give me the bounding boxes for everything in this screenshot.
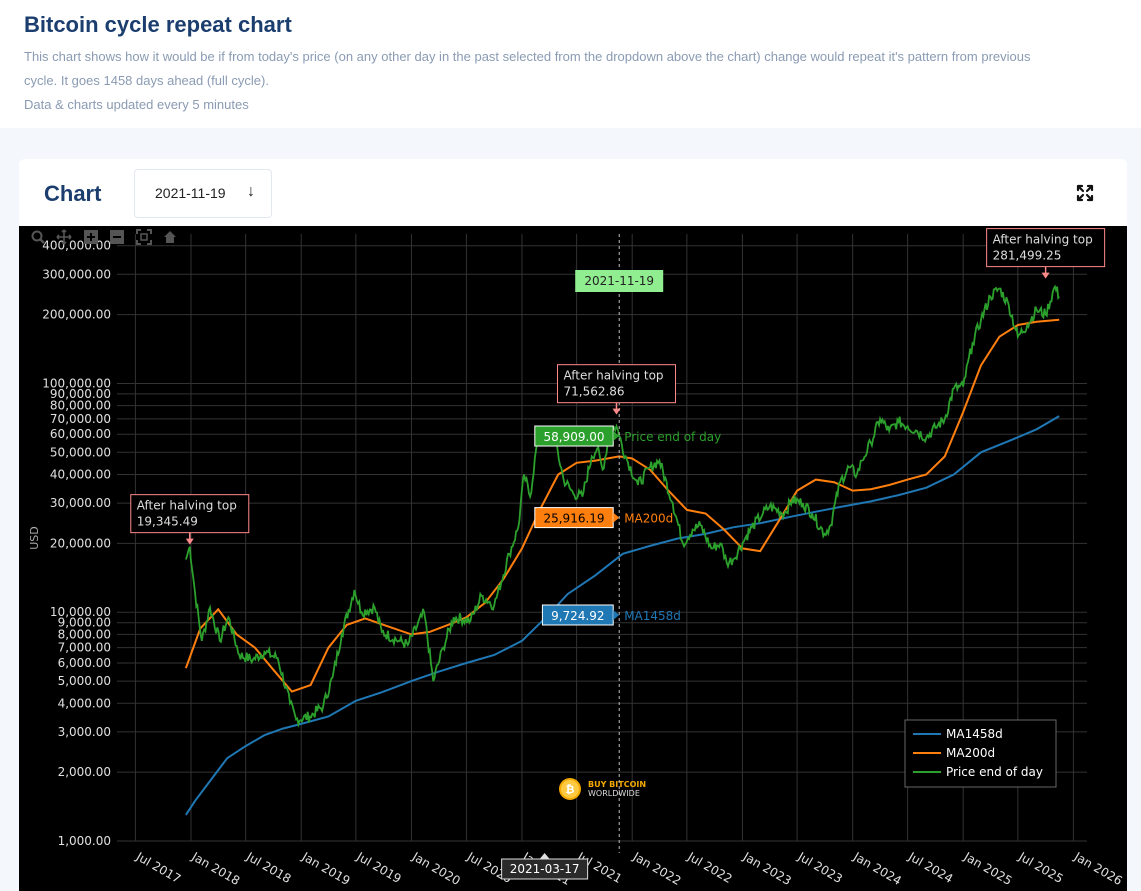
y-tick-label: 300,000.00 xyxy=(42,267,111,281)
y-tick-label: 70,000.00 xyxy=(50,412,111,426)
date-dropdown[interactable]: 2021-11-19 ↓ xyxy=(134,169,272,218)
annotation-value: 71,562.86 xyxy=(563,385,624,399)
hover-ma200-value: 25,916.19 xyxy=(543,512,604,526)
x-tick-label: Jan 2019 xyxy=(299,849,353,888)
x-tick-label: Jul 2023 xyxy=(795,849,845,886)
x-tick-label: Jan 2025 xyxy=(961,849,1015,888)
annotation-arrow-head xyxy=(612,408,621,415)
y-tick-label: 20,000.00 xyxy=(50,536,111,550)
x-tick-label: Jan 2024 xyxy=(850,849,904,888)
page-description: This chart shows how it would be if from… xyxy=(24,45,1114,117)
annotation-title: After halving top xyxy=(993,233,1093,247)
y-tick-label: 100,000.00 xyxy=(42,376,111,390)
hover-price-pointer xyxy=(613,431,620,442)
y-tick-label: 30,000.00 xyxy=(50,496,111,510)
y-tick-label: 8,000.00 xyxy=(58,627,111,641)
annotation-arrow-head xyxy=(1041,272,1050,279)
annotation-title: After halving top xyxy=(563,369,663,383)
series-line xyxy=(185,284,1060,728)
hover-axis-date-pointer xyxy=(539,853,550,859)
x-tick-label: Jul 2025 xyxy=(1015,849,1065,886)
zoom-in-icon[interactable] xyxy=(83,229,99,250)
watermark-line1: BUY BITCOIN xyxy=(588,780,646,789)
zoom-out-icon[interactable] xyxy=(109,229,125,250)
chart-svg[interactable]: 1,000.00 2,000.00 3,000.00 4,000.00 5,000.00… xyxy=(19,226,1127,891)
annotation-box xyxy=(556,364,676,404)
watermark-line2: WORLDWIDE xyxy=(588,789,640,798)
chart-area[interactable]: 1,000.00 2,000.00 3,000.00 4,000.00 5,000.00… xyxy=(19,226,1127,891)
y-tick-label: 200,000.00 xyxy=(42,308,111,322)
zoom-icon[interactable] xyxy=(30,229,46,250)
y-tick-label: 50,000.00 xyxy=(50,445,111,459)
annotation-arrow-head xyxy=(185,538,194,545)
x-tick-label: Jul 2019 xyxy=(354,849,404,886)
x-tick-label: Jan 2020 xyxy=(409,849,463,888)
page-title: Bitcoin cycle repeat chart xyxy=(24,12,292,37)
annotation-value: 281,499.25 xyxy=(993,249,1062,263)
x-tick-label: Jul 2022 xyxy=(684,849,734,886)
legend-item: MA1458d xyxy=(946,727,1003,741)
chart-modebar xyxy=(30,229,184,247)
x-tick-label: Jan 2026 xyxy=(1071,849,1125,888)
hover-axis-date-label: 2021-03-17 xyxy=(510,862,580,876)
pan-icon[interactable] xyxy=(56,229,73,250)
hover-ma1458-pointer xyxy=(613,609,620,620)
y-tick-label: 1,000.00 xyxy=(58,834,111,848)
x-tick-label: Jan 2018 xyxy=(189,849,243,888)
hover-ma1458-value: 9,724.92 xyxy=(551,609,604,623)
x-tick-label: Jul 2017 xyxy=(133,849,183,886)
hover-date-label: 2021-11-19 xyxy=(584,274,654,288)
autoscale-icon[interactable] xyxy=(135,229,152,250)
y-tick-label: 5,000.00 xyxy=(58,674,111,688)
x-tick-label: Jan 2022 xyxy=(630,849,684,888)
annotation-box xyxy=(986,228,1106,268)
series-line xyxy=(185,415,1060,816)
description-line: Data & charts updated every 5 minutes xyxy=(24,97,249,112)
chart-legend: MA1458d MA200d Price end of day xyxy=(904,719,1057,788)
y-tick-label: 6,000.00 xyxy=(58,656,111,670)
legend-item: MA200d xyxy=(946,746,995,760)
y-tick-label: 10,000.00 xyxy=(50,605,111,619)
arrow-down-icon: ↓ xyxy=(247,183,255,200)
y-tick-label: 2,000.00 xyxy=(58,765,111,779)
hover-ma1458-series-name: MA1458d xyxy=(624,609,681,623)
x-tick-label: Jan 2023 xyxy=(740,849,794,888)
fullscreen-icon[interactable] xyxy=(1074,182,1096,204)
page-header: Bitcoin cycle repeat chart This chart sh… xyxy=(0,0,1141,128)
x-tick-label: Jul 2024 xyxy=(905,849,955,886)
hover-price-value: 58,909.00 xyxy=(543,430,604,444)
x-tick-label: Jul 2018 xyxy=(243,849,293,886)
y-tick-label: 4,000.00 xyxy=(58,696,111,710)
annotation-box xyxy=(130,494,250,534)
y-tick-label: 60,000.00 xyxy=(50,427,111,441)
reset-axes-icon[interactable] xyxy=(162,229,178,250)
chart-card-title: Chart xyxy=(44,181,102,206)
description-line: cycle. It goes 1458 days ahead (full cyc… xyxy=(24,73,269,88)
y-tick-label: 80,000.00 xyxy=(50,399,111,413)
description-line: This chart shows how it would be if from… xyxy=(24,49,1031,64)
y-tick-label: 90,000.00 xyxy=(50,387,111,401)
y-axis-label: USD xyxy=(28,526,41,550)
y-tick-label: 7,000.00 xyxy=(58,641,111,655)
hover-ma200-series-name: MA200d xyxy=(624,512,673,526)
y-tick-label: 3,000.00 xyxy=(58,725,111,739)
annotation-title: After halving top xyxy=(137,499,237,513)
date-dropdown-value: 2021-11-19 xyxy=(155,185,226,201)
hover-date-box xyxy=(575,270,664,292)
y-tick-label: 40,000.00 xyxy=(50,467,111,481)
watermark-logo: ₿ BUY BITCOIN WORLDWIDE xyxy=(559,778,646,800)
y-tick-label: 9,000.00 xyxy=(58,616,111,630)
annotation-value: 19,345.49 xyxy=(137,515,198,529)
hover-price-series-name: Price end of day xyxy=(624,430,721,444)
svg-text:₿: ₿ xyxy=(566,783,575,796)
hover-ma200-pointer xyxy=(613,512,620,523)
legend-item: Price end of day xyxy=(946,765,1043,779)
